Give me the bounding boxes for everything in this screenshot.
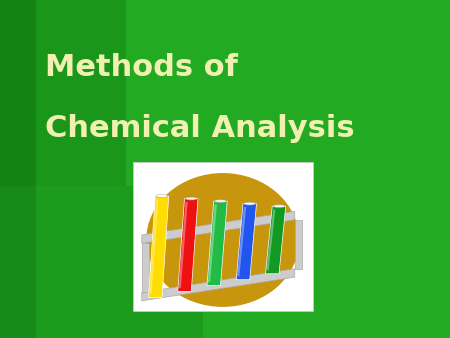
Polygon shape (207, 201, 227, 286)
Bar (0, 0, 126, 186)
Text: Chemical Analysis: Chemical Analysis (45, 114, 355, 143)
Polygon shape (236, 203, 256, 280)
Text: Methods of: Methods of (45, 53, 238, 82)
Polygon shape (208, 204, 217, 282)
Polygon shape (179, 202, 188, 288)
Bar (0, 0, 36, 338)
Polygon shape (178, 199, 198, 291)
Polygon shape (149, 199, 158, 294)
Polygon shape (142, 243, 148, 292)
Ellipse shape (185, 197, 197, 200)
Polygon shape (295, 220, 302, 269)
Ellipse shape (156, 195, 168, 197)
Ellipse shape (244, 202, 256, 205)
Ellipse shape (215, 199, 227, 202)
Bar (133, 162, 313, 311)
Polygon shape (237, 207, 246, 276)
Polygon shape (142, 269, 295, 301)
Bar (0, 186, 202, 338)
Ellipse shape (273, 205, 285, 208)
Polygon shape (266, 210, 275, 270)
Polygon shape (142, 211, 295, 243)
Ellipse shape (146, 173, 299, 307)
Polygon shape (266, 206, 286, 274)
Polygon shape (148, 196, 169, 297)
